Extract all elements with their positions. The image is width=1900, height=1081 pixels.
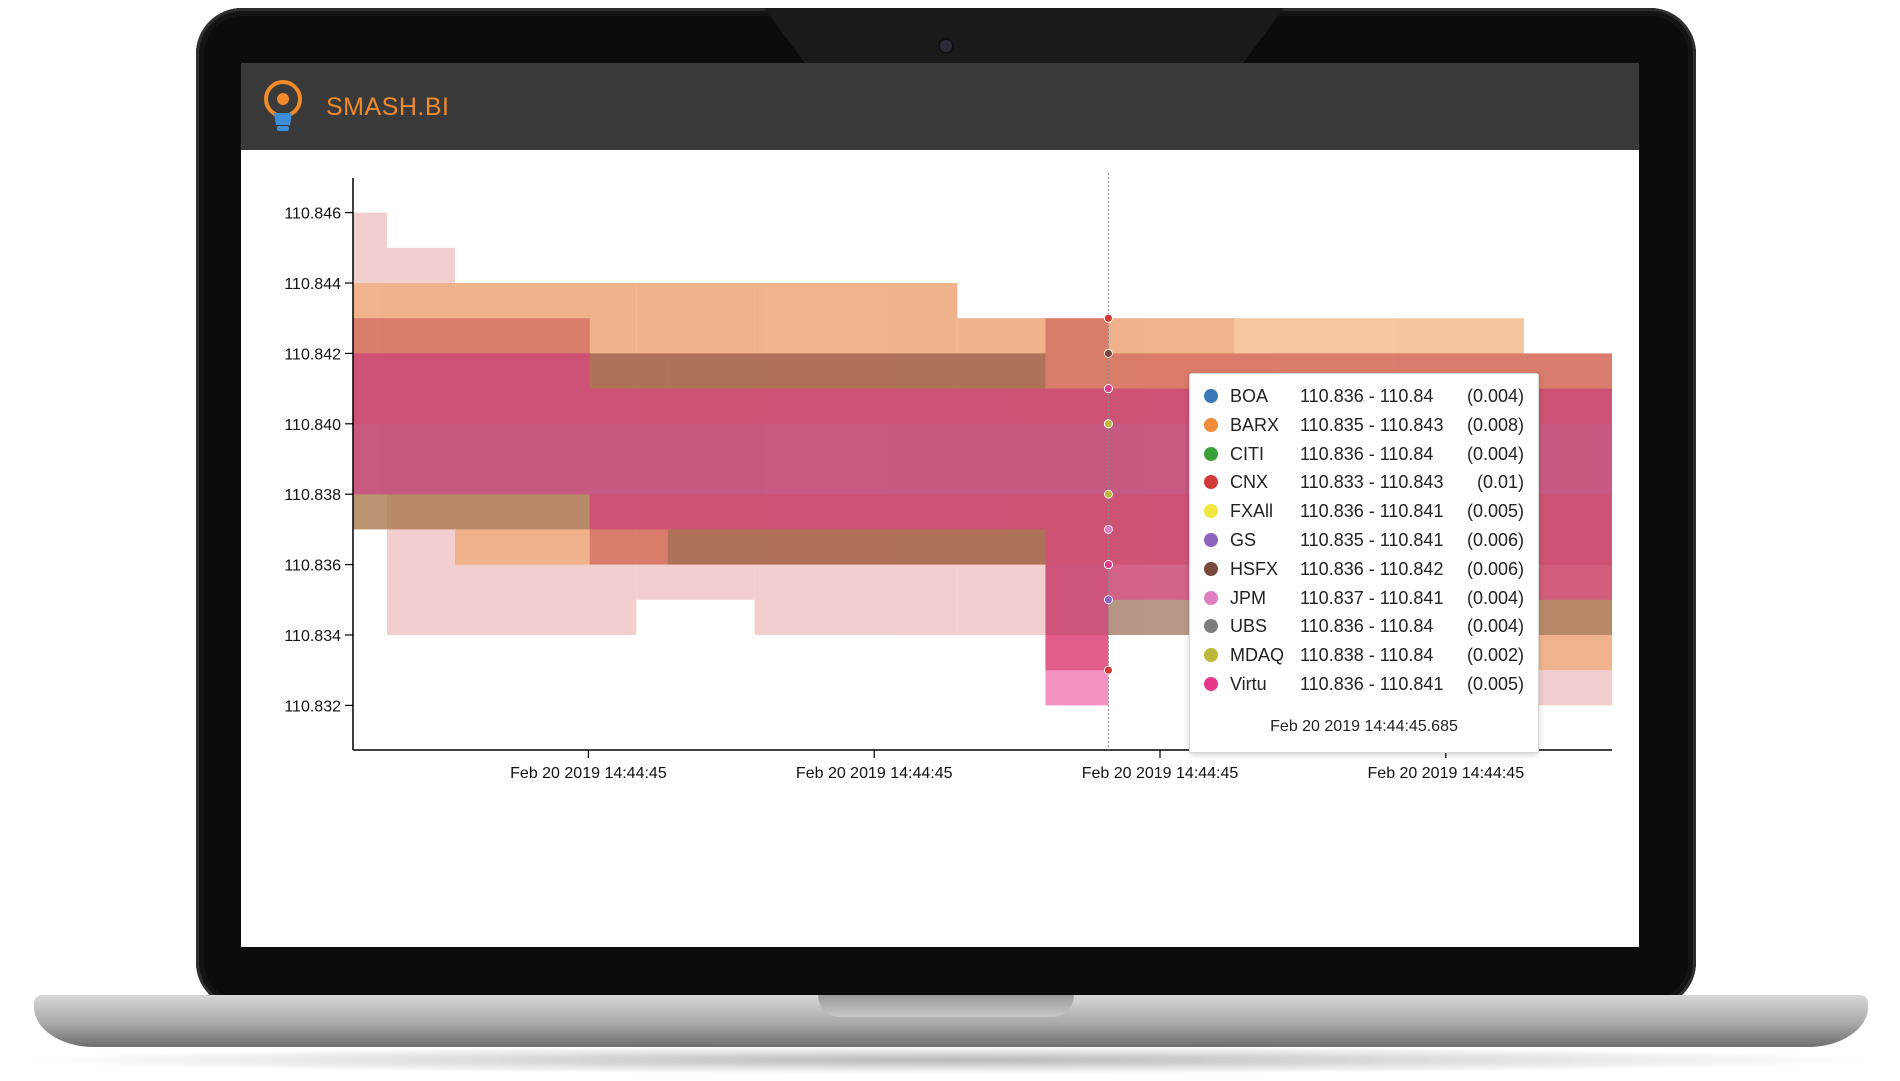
cursor-layer — [1104, 173, 1113, 750]
tooltip-series-name: GS — [1230, 530, 1257, 550]
tooltip-spread: (0.005) — [1466, 674, 1524, 694]
legend-dot-icon — [1204, 619, 1218, 634]
cursor-point — [1104, 313, 1113, 323]
y-tick-label: 110.834 — [284, 628, 341, 645]
cursor-point — [1104, 665, 1113, 675]
tooltip-series-name: MDAQ — [1230, 645, 1284, 666]
legend-dot-icon — [1204, 648, 1218, 663]
tooltip-range: 110.837 - 110.841 — [1300, 587, 1444, 608]
x-tick-label: Feb 20 2019 14:44:45 — [796, 765, 953, 782]
tooltip-time: Feb 20 2019 14:44:45.685 — [1270, 718, 1458, 735]
cursor-point — [1104, 419, 1113, 429]
tooltip-series-name: CNX — [1230, 472, 1269, 493]
tooltip-range: 110.836 - 110.84 — [1300, 386, 1434, 406]
x-tick-label: Feb 20 2019 14:44:45 — [1082, 765, 1239, 782]
legend-dot-icon — [1204, 677, 1218, 691]
tooltip-series-name: BOA — [1230, 386, 1269, 406]
legend-dot-icon — [1204, 389, 1218, 403]
tooltip-spread: (0.006) — [1466, 558, 1524, 579]
tooltip-range: 110.833 - 110.843 — [1300, 472, 1444, 493]
tooltip-row-hsfx: HSFX 110.836 - 110.842 (0.006) — [1190, 557, 1538, 581]
tooltip-spread: (0.008) — [1466, 414, 1524, 435]
tooltip-row-jpm: JPM 110.837 - 110.841 (0.004) — [1190, 586, 1538, 610]
tooltip-series-name: FXAll — [1230, 501, 1274, 522]
tooltip-series-name: CITI — [1230, 443, 1264, 464]
tooltip-range: 110.836 - 110.84 — [1300, 443, 1434, 464]
app-header: SMASH.BI — [241, 63, 1639, 150]
x-tick-label: Feb 20 2019 14:44:45 — [510, 765, 667, 782]
lid-notch — [764, 8, 1284, 64]
y-tick-label: 110.836 — [284, 558, 341, 575]
tooltip-spread: (0.004) — [1466, 386, 1524, 406]
laptop-notch — [818, 995, 1074, 1017]
tooltip-series-name: HSFX — [1230, 558, 1279, 579]
y-tick-label: 110.832 — [284, 698, 341, 715]
tooltip-range: 110.835 - 110.841 — [1300, 530, 1444, 550]
tooltip-range: 110.838 - 110.84 — [1300, 645, 1434, 666]
tooltip-series-name: UBS — [1230, 616, 1268, 637]
legend-dot-icon — [1204, 590, 1218, 605]
tooltip-series-name: BARX — [1230, 414, 1280, 435]
tooltip-row-citi: CITI 110.836 - 110.84 (0.004) — [1190, 442, 1538, 466]
y-tick-label: 110.842 — [284, 346, 341, 363]
cursor-point — [1104, 384, 1113, 394]
legend-dot-icon — [1204, 446, 1218, 461]
y-tick-label: 110.844 — [284, 276, 341, 293]
legend-dot-icon — [1204, 417, 1218, 432]
tooltip-row-mdaq: MDAQ 110.838 - 110.84 (0.002) — [1190, 643, 1538, 667]
cursor-point — [1104, 560, 1113, 569]
tooltip-range: 110.836 - 110.841 — [1300, 674, 1444, 694]
tooltip-spread: (0.005) — [1466, 501, 1524, 522]
tooltip-row-boa: BOA 110.836 - 110.84 (0.004) — [1190, 384, 1538, 408]
y-tick-label: 110.840 — [284, 417, 341, 434]
camera-icon — [940, 40, 952, 52]
legend-dot-icon — [1204, 504, 1218, 519]
chart-tooltip: BOA 110.836 - 110.84 (0.004) BARX 110.835 - … — [1189, 373, 1539, 753]
tooltip-spread: (0.006) — [1466, 530, 1524, 550]
tooltip-range: 110.835 - 110.843 — [1300, 414, 1444, 435]
tooltip-series-name: JPM — [1230, 587, 1266, 608]
tooltip-row-virtu: Virtu 110.836 - 110.841 (0.005) — [1190, 672, 1538, 696]
cursor-point — [1104, 349, 1113, 358]
tooltip-range: 110.836 - 110.842 — [1300, 558, 1444, 579]
tooltip-row-ubs: UBS 110.836 - 110.84 (0.004) — [1190, 614, 1538, 638]
tooltip-spread: (0.004) — [1466, 443, 1524, 464]
tooltip-range: 110.836 - 110.84 — [1300, 616, 1434, 637]
tooltip-spread: (0.002) — [1466, 645, 1524, 666]
tooltip-series-name: Virtu — [1230, 674, 1267, 694]
tooltip-row-fxall: FXAll 110.836 - 110.841 (0.005) — [1190, 499, 1538, 523]
legend-dot-icon — [1204, 561, 1218, 576]
y-tick-label: 110.846 — [284, 206, 341, 223]
tooltip-spread: (0.01) — [1476, 472, 1524, 493]
x-tick-label: Feb 20 2019 14:44:45 — [1368, 765, 1525, 782]
tooltip-row-cnx: CNX 110.833 - 110.843 (0.01) — [1190, 470, 1538, 494]
cursor-point — [1104, 524, 1113, 534]
tooltip-row-barx: BARX 110.835 - 110.843 (0.008) — [1190, 413, 1538, 437]
legend-dot-icon — [1204, 533, 1218, 547]
tooltip-row-gs: GS 110.835 - 110.841 (0.006) — [1190, 528, 1538, 552]
tooltip-range: 110.836 - 110.841 — [1300, 501, 1444, 522]
app-title[interactable]: SMASH.BI — [326, 93, 450, 121]
app-screen: SMASH.BI 110.846 110.844 110.842 110.840 110… — [241, 63, 1639, 947]
lightbulb-icon[interactable] — [261, 79, 305, 135]
axes-layer: 110.846 110.844 110.842 110.840 110.838 110.8… — [284, 178, 1612, 782]
y-tick-label: 110.838 — [284, 487, 341, 504]
laptop-shadow — [10, 1046, 1890, 1074]
tooltip-spread: (0.004) — [1466, 587, 1524, 608]
legend-dot-icon — [1204, 475, 1218, 490]
tooltip-spread: (0.004) — [1466, 616, 1524, 637]
cursor-point — [1104, 489, 1113, 499]
cursor-point — [1104, 595, 1113, 605]
